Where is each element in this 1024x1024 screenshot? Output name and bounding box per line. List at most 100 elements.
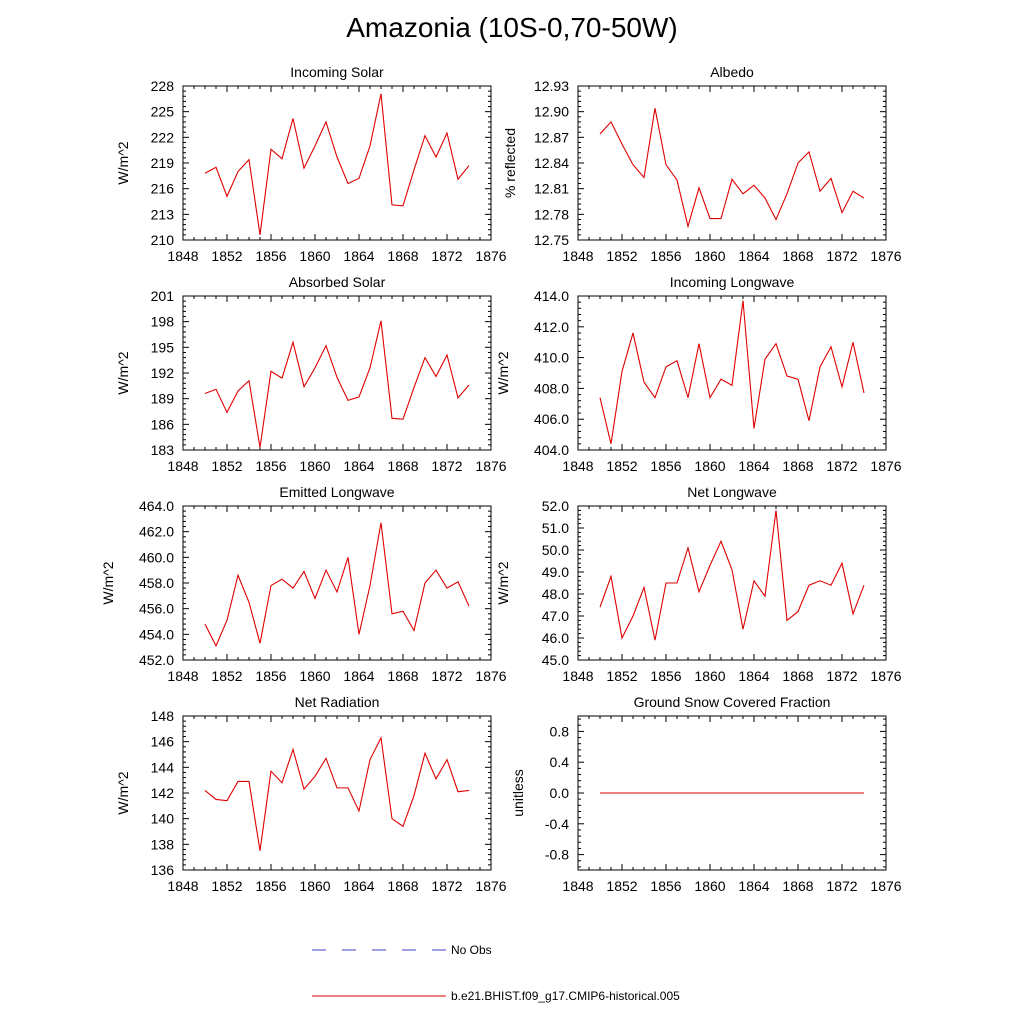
- y-tick-label: 49.0: [542, 564, 569, 580]
- chart-panel: Net Radiation 1848 1852 1856 1860 1864 1868 187…: [115, 694, 507, 894]
- series-line: [599, 108, 865, 229]
- x-tick-label: 1872: [826, 878, 857, 894]
- panel-title: Emitted Longwave: [279, 484, 394, 500]
- chart-panel: Absorbed Solar 1848 1852 1856 1860 1864 1868 18…: [115, 274, 507, 474]
- y-tick-label: 12.81: [534, 181, 569, 197]
- x-tick-label: 1856: [255, 248, 286, 264]
- x-tick-label: 1860: [299, 878, 330, 894]
- series-line: [599, 300, 865, 444]
- y-tick-label: 183: [151, 442, 175, 458]
- series-line: [204, 320, 470, 448]
- x-tick-label: 1860: [694, 878, 725, 894]
- x-tick-label: 1872: [431, 458, 462, 474]
- chart-panel: Net Longwave 1848 1852 1856 1860 1864 1868 1872…: [495, 484, 902, 684]
- y-tick-label: 47.0: [542, 608, 569, 624]
- y-tick-label: 138: [151, 836, 175, 852]
- y-tick-label: -0.8: [545, 847, 569, 863]
- y-axis-label: W/m^2: [115, 351, 131, 394]
- y-tick-label: 210: [151, 232, 175, 248]
- y-tick-label: 52.0: [542, 498, 569, 514]
- x-tick-label: 1860: [694, 248, 725, 264]
- y-axis-label: W/m^2: [495, 351, 511, 394]
- x-tick-label: 1872: [826, 248, 857, 264]
- figure-title: Amazonia (10S-0,70-50W): [346, 12, 678, 43]
- x-tick-label: 1852: [211, 878, 242, 894]
- x-tick-label: 1868: [387, 248, 418, 264]
- x-tick-label: 1872: [431, 248, 462, 264]
- plot-frame: [577, 295, 887, 451]
- y-axis-label: W/m^2: [100, 561, 116, 604]
- x-tick-label: 1852: [606, 878, 637, 894]
- y-tick-label: 213: [151, 206, 175, 222]
- x-tick-label: 1876: [475, 668, 506, 684]
- y-tick-label: 412.0: [534, 319, 569, 335]
- y-tick-label: 201: [151, 288, 175, 304]
- x-tick-label: 1864: [738, 458, 769, 474]
- series-line: [204, 735, 470, 851]
- chart-panel: Ground Snow Covered Fraction 1848 1852 1856…: [510, 694, 902, 894]
- x-tick-label: 1860: [299, 668, 330, 684]
- plot-frame: [182, 295, 492, 451]
- x-tick-label: 1864: [343, 878, 374, 894]
- x-tick-label: 1868: [782, 248, 813, 264]
- y-tick-label: 51.0: [542, 520, 569, 536]
- legend-label: b.e21.BHIST.f09_g17.CMIP6-historical.005: [451, 989, 680, 1003]
- chart-panel: Emitted Longwave 1848 1852 1856 1860 1864 1868…: [100, 484, 507, 684]
- x-tick-label: 1856: [650, 878, 681, 894]
- series-line: [599, 510, 865, 641]
- x-tick-label: 1860: [694, 458, 725, 474]
- y-tick-label: 192: [151, 365, 175, 381]
- x-tick-label: 1860: [299, 458, 330, 474]
- panel-title: Incoming Longwave: [670, 274, 795, 290]
- y-tick-label: 50.0: [542, 542, 569, 558]
- y-tick-label: 12.84: [534, 155, 569, 171]
- plot-frame: [577, 85, 887, 241]
- x-tick-label: 1872: [431, 668, 462, 684]
- y-tick-label: 0.4: [550, 754, 570, 770]
- y-tick-label: 228: [151, 78, 175, 94]
- panel-title: Absorbed Solar: [289, 274, 386, 290]
- x-tick-label: 1860: [299, 248, 330, 264]
- y-tick-label: 406.0: [534, 411, 569, 427]
- x-tick-label: 1876: [475, 878, 506, 894]
- x-tick-label: 1872: [826, 458, 857, 474]
- x-tick-label: 1868: [782, 668, 813, 684]
- y-tick-label: 462.0: [139, 524, 174, 540]
- y-tick-label: 12.90: [534, 104, 569, 120]
- x-tick-label: 1864: [738, 668, 769, 684]
- x-tick-label: 1872: [826, 668, 857, 684]
- y-tick-label: 452.0: [139, 652, 174, 668]
- plot-frame: [182, 715, 492, 871]
- panel-title: Net Longwave: [687, 484, 777, 500]
- legend: No Obs b.e21.BHIST.f09_g17.CMIP6-historic…: [312, 943, 680, 1003]
- y-tick-label: 216: [151, 181, 175, 197]
- y-tick-label: 219: [151, 155, 175, 171]
- x-tick-label: 1860: [694, 668, 725, 684]
- x-tick-label: 1864: [343, 458, 374, 474]
- y-tick-label: 142: [151, 785, 175, 801]
- y-tick-label: 0.8: [550, 723, 570, 739]
- x-tick-label: 1876: [475, 248, 506, 264]
- x-tick-label: 1876: [870, 668, 901, 684]
- y-tick-label: 456.0: [139, 601, 174, 617]
- y-tick-label: 12.93: [534, 78, 569, 94]
- y-axis-label: W/m^2: [115, 771, 131, 814]
- x-tick-label: 1868: [782, 878, 813, 894]
- y-tick-label: -0.4: [545, 816, 569, 832]
- y-tick-label: 464.0: [139, 498, 174, 514]
- x-tick-label: 1848: [167, 248, 198, 264]
- y-axis-label: % reflected: [502, 128, 518, 198]
- x-tick-label: 1852: [606, 248, 637, 264]
- y-tick-label: 454.0: [139, 626, 174, 642]
- x-tick-label: 1864: [343, 668, 374, 684]
- x-tick-label: 1876: [870, 878, 901, 894]
- x-tick-label: 1856: [255, 458, 286, 474]
- x-tick-label: 1848: [562, 458, 593, 474]
- x-tick-label: 1856: [650, 668, 681, 684]
- plot-frame: [182, 85, 492, 241]
- y-tick-label: 136: [151, 862, 175, 878]
- y-tick-label: 460.0: [139, 549, 174, 565]
- y-tick-label: 146: [151, 734, 175, 750]
- x-tick-label: 1876: [475, 458, 506, 474]
